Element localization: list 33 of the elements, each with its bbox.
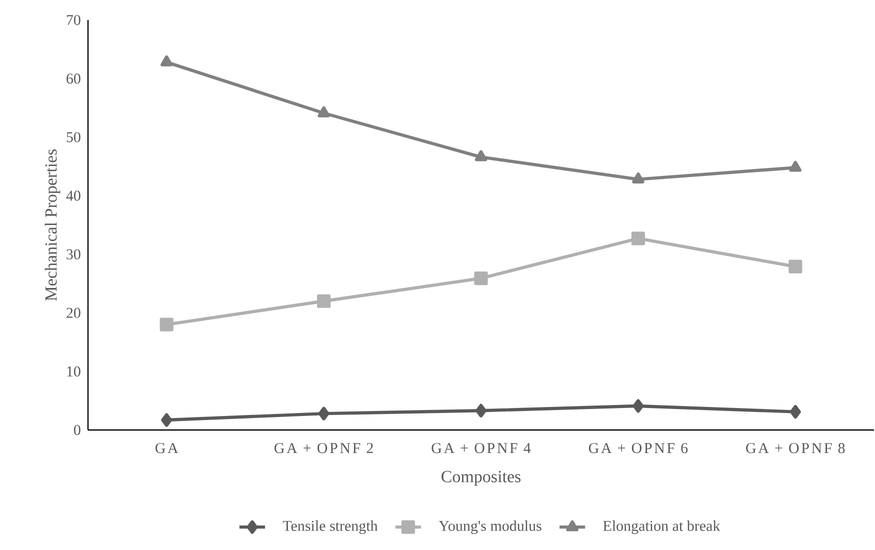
point <box>161 413 172 427</box>
legend-label: Elongation at break <box>603 520 720 534</box>
point <box>631 232 645 246</box>
y-tick-label: 20 <box>66 308 80 318</box>
point <box>317 294 331 308</box>
point <box>789 160 802 172</box>
y-tick-label: 60 <box>66 74 80 84</box>
point <box>318 106 330 118</box>
y-tick-label: 10 <box>67 366 80 376</box>
x-axis-title: Composites <box>442 470 521 486</box>
legend-label: Tensile strength <box>282 520 378 534</box>
x-tick-label: GA + OPNF 6 <box>588 443 688 454</box>
point <box>476 404 486 418</box>
point <box>790 405 801 419</box>
y-tick-label: 30 <box>66 249 80 260</box>
point <box>160 318 174 332</box>
point <box>474 271 488 286</box>
y-tick-label: 0 <box>74 424 80 436</box>
x-tick-label: GA + OPNF 8 <box>746 443 845 454</box>
point <box>632 399 644 413</box>
point <box>632 172 644 184</box>
x-tick-label: GA + OPNF 4 <box>432 443 531 454</box>
y-tick-label: 70 <box>66 14 80 26</box>
point <box>788 260 802 274</box>
y-axis-title: Mechanical Properties <box>44 149 60 301</box>
legend-label: Young's modulus <box>438 520 542 534</box>
point <box>160 55 173 66</box>
x-tick-label: GA <box>155 443 178 454</box>
point <box>474 150 488 162</box>
x-tick-label: GA + OPNF 2 <box>274 443 373 454</box>
y-tick-label: 40 <box>66 190 80 201</box>
point <box>318 406 330 420</box>
y-tick-label: 50 <box>66 132 80 142</box>
